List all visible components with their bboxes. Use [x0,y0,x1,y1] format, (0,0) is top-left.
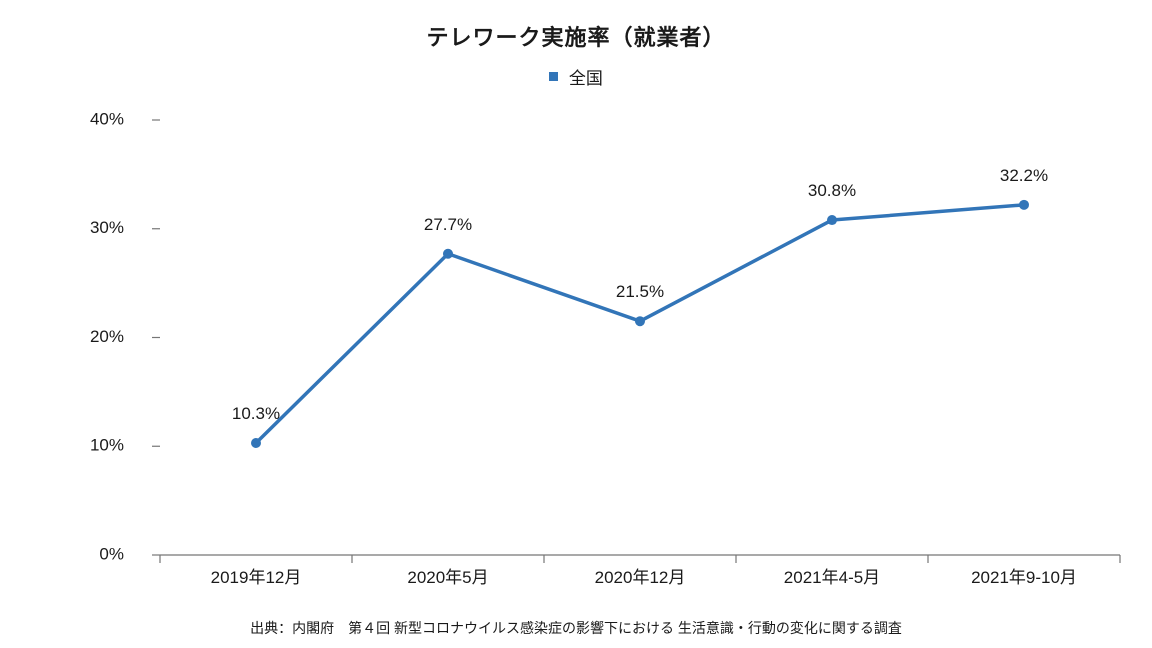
data-point [827,215,837,225]
y-tick-label: 0% [99,544,124,563]
data-point-label: 21.5% [616,282,664,301]
x-tick-label: 2021年9-10月 [971,568,1077,587]
data-point [1019,200,1029,210]
data-point [635,316,645,326]
y-tick-label: 10% [90,436,124,455]
telework-line-chart: 0% 10% 20% 30% 40% 2019年12月 2020年5月 2020年12月 202… [0,0,1152,648]
y-tick-label: 30% [90,218,124,237]
source-citation: 出典：内閣府 第４回 新型コロナウイルス感染症の影響下における 生活意識・行動の… [0,618,1152,638]
data-point-label: 10.3% [232,404,280,423]
data-point-label: 30.8% [808,181,856,200]
x-tick-label: 2020年5月 [407,568,488,587]
x-tick-label: 2020年12月 [595,568,686,587]
y-tick-label: 40% [90,109,124,128]
x-tick-label: 2019年12月 [211,568,302,587]
data-point-label: 27.7% [424,215,472,234]
data-point-label: 32.2% [1000,166,1048,185]
x-tick-label: 2021年4-5月 [784,568,880,587]
data-point [251,438,261,448]
y-tick-label: 20% [90,327,124,346]
data-point [443,249,453,259]
